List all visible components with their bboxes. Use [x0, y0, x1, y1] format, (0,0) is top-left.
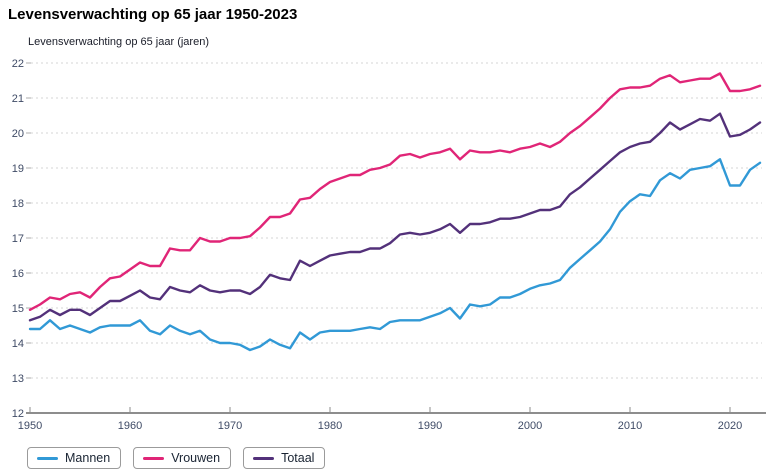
x-tick-label: 1990: [418, 420, 442, 432]
x-tick-label: 1950: [18, 420, 42, 432]
x-tick-label: 1980: [318, 420, 342, 432]
y-tick-label: 14: [12, 338, 24, 350]
series-line-vrouwen[interactable]: [28, 72, 762, 311]
y-tick-label: 21: [12, 93, 24, 105]
legend-label-mannen: Mannen: [65, 450, 111, 465]
legend-item-totaal[interactable]: Totaal: [243, 447, 326, 469]
y-tick-label: 12: [12, 408, 24, 420]
x-tick-label: 2010: [618, 420, 642, 432]
x-tick-label: 2020: [718, 420, 742, 432]
y-tick-label: 17: [12, 233, 24, 245]
y-tick-label: 20: [12, 128, 24, 140]
x-tick-label: 2000: [518, 420, 542, 432]
mannen-line-swatch: [37, 456, 58, 460]
totaal-line-swatch: [253, 456, 275, 460]
y-tick-label: 16: [12, 268, 24, 280]
legend-label-vrouwen: Vrouwen: [171, 450, 221, 465]
y-tick-label: 19: [12, 163, 24, 175]
series-line-totaal[interactable]: [28, 112, 762, 322]
legend-item-vrouwen[interactable]: Vrouwen: [133, 447, 232, 469]
legend-label-totaal: Totaal: [281, 450, 315, 465]
legend-item-mannen[interactable]: Mannen: [27, 447, 122, 469]
x-tick-label: 1960: [118, 420, 142, 432]
y-tick-label: 18: [12, 198, 24, 210]
y-tick-label: 13: [12, 373, 24, 385]
chart-title: Levensverwachting op 65 jaar 1950-2023: [8, 6, 298, 23]
y-tick-label: 15: [12, 303, 24, 315]
vrouwen-line-swatch: [143, 456, 165, 460]
x-tick-label: 1970: [218, 420, 242, 432]
legend: Mannen Vrouwen Totaal: [27, 447, 326, 469]
y-tick-label: 22: [12, 58, 24, 70]
y-axis-title: Levensverwachting op 65 jaar (jaren): [28, 36, 209, 48]
series-line-mannen[interactable]: [28, 158, 762, 352]
